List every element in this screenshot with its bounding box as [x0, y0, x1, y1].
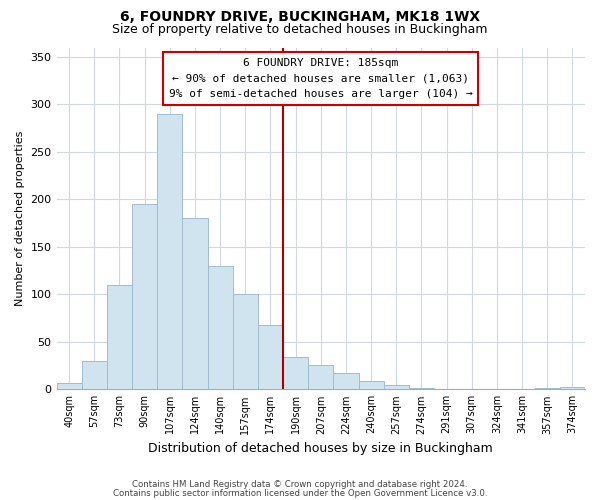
Bar: [334, 373, 359, 390]
Text: Contains public sector information licensed under the Open Government Licence v3: Contains public sector information licen…: [113, 489, 487, 498]
Bar: [535, 388, 560, 390]
Text: Size of property relative to detached houses in Buckingham: Size of property relative to detached ho…: [112, 22, 488, 36]
Y-axis label: Number of detached properties: Number of detached properties: [15, 130, 25, 306]
Bar: [157, 114, 182, 390]
Bar: [258, 324, 283, 390]
Bar: [132, 204, 157, 390]
Text: 6 FOUNDRY DRIVE: 185sqm
← 90% of detached houses are smaller (1,063)
9% of semi-: 6 FOUNDRY DRIVE: 185sqm ← 90% of detache…: [169, 58, 473, 99]
Bar: [182, 218, 208, 390]
Bar: [82, 361, 107, 390]
Bar: [208, 266, 233, 390]
Bar: [56, 382, 82, 390]
Bar: [383, 384, 409, 390]
Text: Contains HM Land Registry data © Crown copyright and database right 2024.: Contains HM Land Registry data © Crown c…: [132, 480, 468, 489]
Bar: [359, 381, 383, 390]
Bar: [560, 388, 585, 390]
Bar: [308, 364, 334, 390]
Text: 6, FOUNDRY DRIVE, BUCKINGHAM, MK18 1WX: 6, FOUNDRY DRIVE, BUCKINGHAM, MK18 1WX: [120, 10, 480, 24]
Bar: [233, 294, 258, 390]
Bar: [107, 285, 132, 390]
Bar: [283, 357, 308, 390]
X-axis label: Distribution of detached houses by size in Buckingham: Distribution of detached houses by size …: [148, 442, 493, 455]
Bar: [409, 388, 434, 390]
